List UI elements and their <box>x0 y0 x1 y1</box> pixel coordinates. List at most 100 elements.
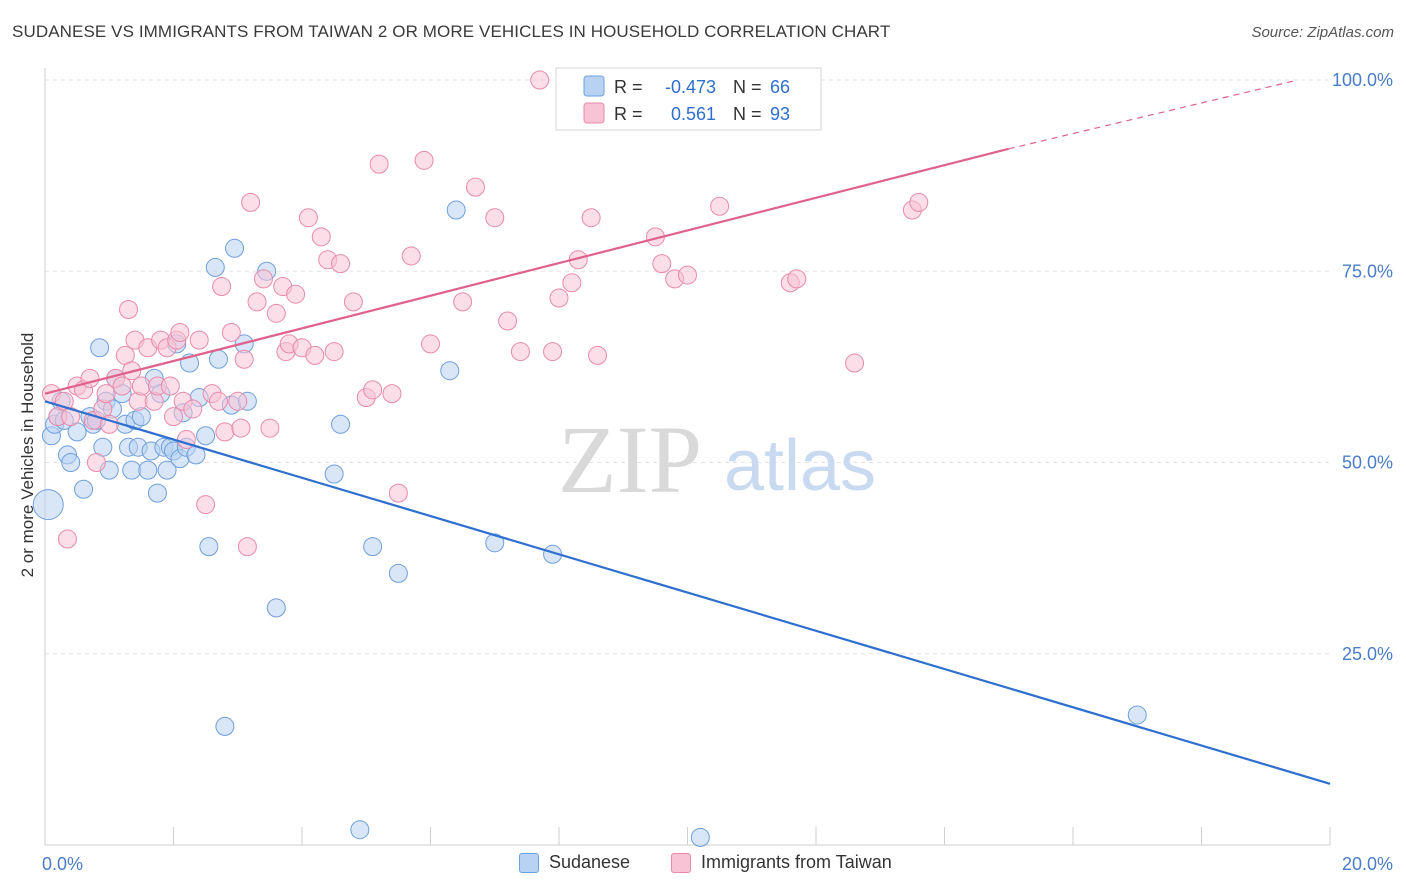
trend-line-sudanese <box>44 400 1331 785</box>
trend-line-taiwan-extension <box>1008 79 1299 150</box>
point-taiwan <box>414 150 434 170</box>
point-taiwan <box>266 303 286 323</box>
point-taiwan <box>382 384 402 404</box>
legend-n-value-sudanese: 66 <box>770 77 790 97</box>
watermark: ZIP atlas <box>558 406 876 513</box>
point-taiwan <box>86 453 106 472</box>
trend-line-taiwan <box>44 147 1010 395</box>
y-tick-label: 25.0% <box>1342 644 1393 664</box>
legend-n-value-taiwan: 93 <box>770 104 790 124</box>
point-taiwan <box>388 483 408 503</box>
point-sudanese <box>363 537 383 557</box>
point-taiwan <box>530 70 550 90</box>
legend-box: R = -0.473 N = 66 R = 0.561 N = 93 <box>555 67 822 131</box>
point-taiwan <box>231 418 251 438</box>
point-taiwan <box>562 273 582 293</box>
point-sudanese <box>1127 705 1147 725</box>
point-sudanese <box>266 598 286 618</box>
x-tick-label: 0.0% <box>42 854 83 874</box>
point-taiwan <box>119 300 139 319</box>
point-taiwan <box>485 208 505 228</box>
legend-swatch-taiwan <box>583 102 605 124</box>
point-taiwan <box>286 284 306 304</box>
point-taiwan <box>369 154 389 174</box>
legend-swatch-sudanese <box>519 852 539 873</box>
point-taiwan <box>144 391 164 411</box>
point-taiwan <box>710 196 730 216</box>
point-taiwan <box>909 192 929 212</box>
point-taiwan <box>363 380 383 400</box>
watermark-atlas: atlas <box>724 426 876 506</box>
legend-item-taiwan: Immigrants from Taiwan <box>671 852 892 873</box>
point-taiwan <box>549 288 569 308</box>
point-taiwan <box>183 399 203 419</box>
point-taiwan <box>421 334 440 354</box>
point-taiwan <box>221 322 241 342</box>
legend-n-label-taiwan: N = <box>733 104 762 124</box>
grid-lines <box>45 79 1330 655</box>
point-sudanese <box>324 464 344 484</box>
point-taiwan <box>241 192 261 212</box>
point-taiwan <box>331 254 351 274</box>
legend-label-taiwan: Immigrants from Taiwan <box>701 852 892 872</box>
point-taiwan <box>196 495 216 515</box>
legend-r-label-sudanese: R = <box>614 77 643 97</box>
point-taiwan <box>305 345 325 365</box>
y-axis-label: 2 or more Vehicles in Household <box>18 333 37 578</box>
legend-r-label-taiwan: R = <box>614 104 643 124</box>
point-sudanese <box>131 407 151 427</box>
point-taiwan <box>260 418 280 438</box>
point-sudanese <box>61 453 81 472</box>
point-sudanese <box>215 716 235 736</box>
point-sudanese <box>138 460 158 480</box>
point-taiwan <box>212 277 232 297</box>
legend-label-sudanese: Sudanese <box>549 852 631 872</box>
point-taiwan <box>112 376 132 396</box>
point-taiwan <box>253 269 273 289</box>
legend-r-value-taiwan: 0.561 <box>671 104 716 124</box>
legend-swatch-taiwan <box>671 852 691 873</box>
point-taiwan <box>453 292 473 312</box>
point-taiwan <box>131 376 151 396</box>
point-sudanese <box>196 426 216 446</box>
point-taiwan <box>128 391 148 411</box>
point-taiwan <box>208 391 228 411</box>
point-sudanese <box>122 460 142 480</box>
legend-n-label-sudanese: N = <box>733 77 762 97</box>
point-taiwan <box>465 177 485 197</box>
axes <box>44 68 1331 846</box>
point-taiwan <box>845 353 865 373</box>
y-tick-label: 50.0% <box>1342 453 1393 473</box>
point-taiwan <box>237 537 257 557</box>
point-taiwan <box>588 345 608 365</box>
point-taiwan <box>247 292 267 312</box>
point-taiwan <box>298 208 318 228</box>
point-taiwan <box>401 246 421 266</box>
point-taiwan <box>652 254 672 274</box>
point-sudanese <box>199 537 219 557</box>
y-tick-label: 75.0% <box>1342 261 1393 281</box>
point-sudanese <box>32 489 64 521</box>
y-tick-label: 100.0% <box>1332 70 1393 90</box>
series-sudanese-points <box>32 200 1147 847</box>
legend-bottom: Sudanese Immigrants from Taiwan <box>0 852 1406 878</box>
point-sudanese <box>331 414 351 434</box>
point-taiwan <box>498 311 518 331</box>
point-sudanese <box>388 563 408 583</box>
tick-labels: 25.0% 50.0% 75.0% 100.0% 0.0% 20.0% <box>42 70 1393 874</box>
point-sudanese <box>157 460 177 480</box>
legend-swatch-sudanese <box>583 75 605 97</box>
point-taiwan <box>61 407 81 427</box>
point-taiwan <box>510 342 530 362</box>
point-taiwan <box>96 384 116 404</box>
legend-r-value-sudanese: -0.473 <box>665 77 716 97</box>
point-taiwan <box>787 269 807 289</box>
point-taiwan <box>543 342 563 362</box>
chart-source: Source: ZipAtlas.com <box>1251 24 1394 41</box>
point-taiwan <box>343 292 363 312</box>
point-sudanese <box>446 200 466 220</box>
point-sudanese <box>350 820 370 840</box>
point-sudanese <box>74 479 94 499</box>
point-sudanese <box>440 361 460 381</box>
